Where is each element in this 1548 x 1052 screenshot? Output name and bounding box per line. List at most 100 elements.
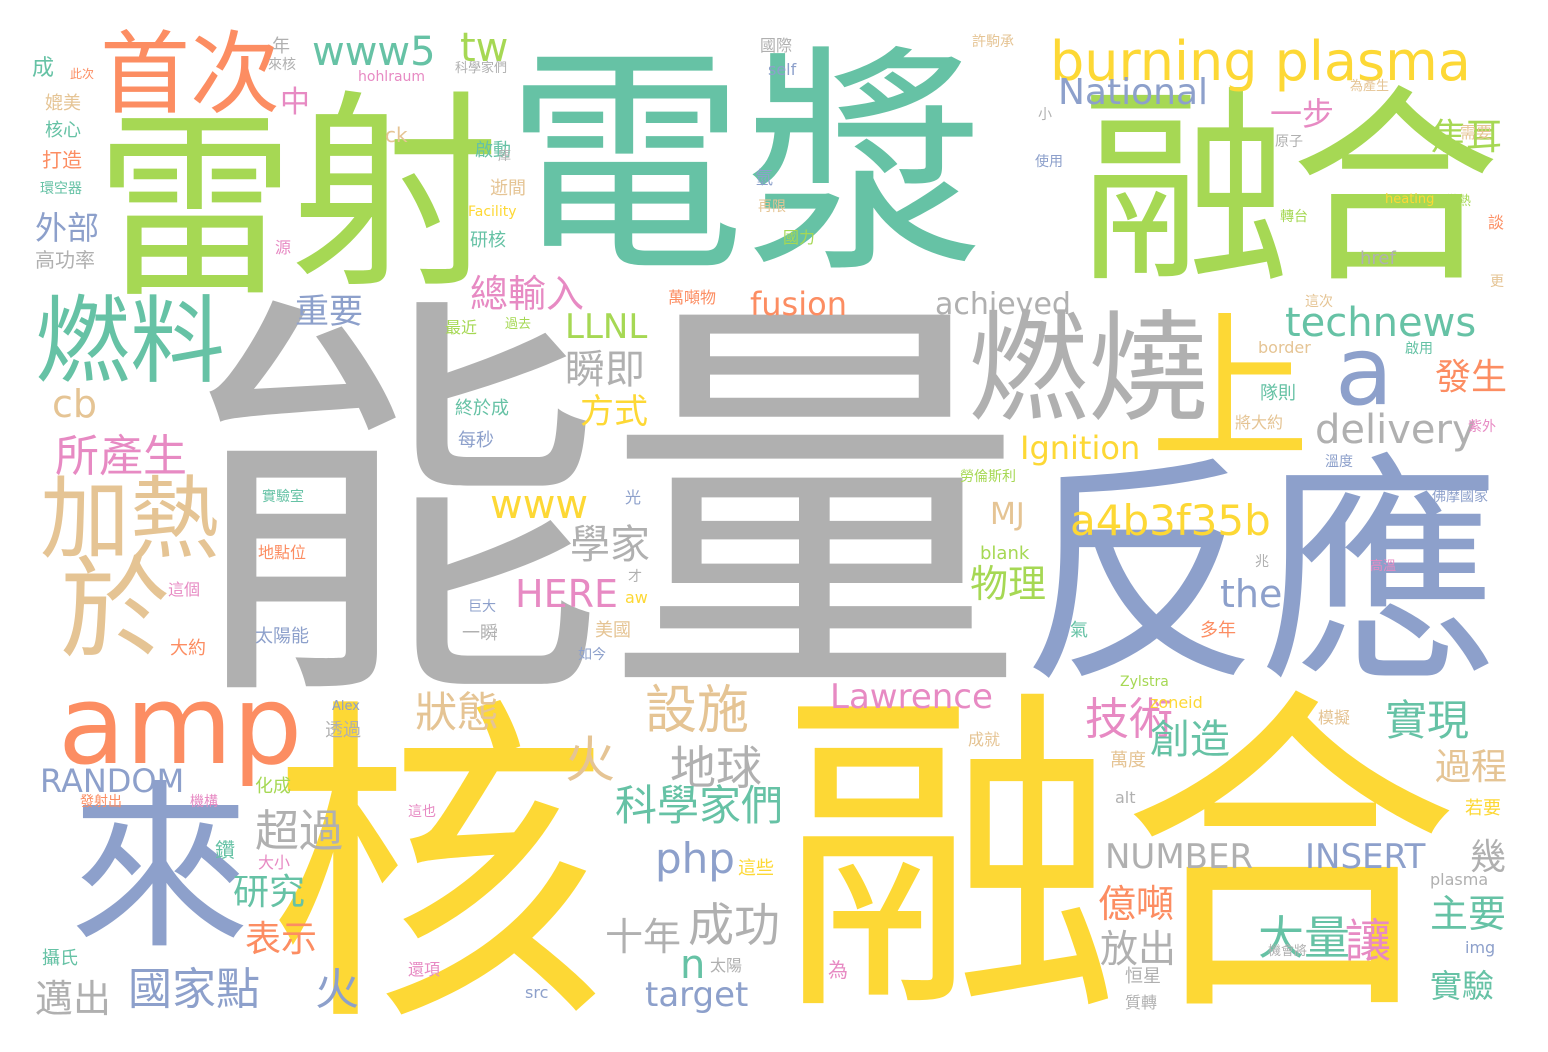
word-jigou: 機構 bbox=[190, 794, 218, 810]
word-kexuejiamen-small: 科學家們 bbox=[455, 61, 508, 76]
word-fanying: 反應 bbox=[1020, 435, 1501, 715]
word-www5: www5 bbox=[312, 29, 436, 75]
word-ronghe-green: 融合 bbox=[1080, 67, 1501, 312]
word-zuan: 鑽 bbox=[215, 838, 235, 862]
word-zaixian: 再限 bbox=[758, 199, 786, 215]
word-suochansheng: 所產生 bbox=[55, 431, 187, 482]
word-shunji: 瞬即 bbox=[565, 347, 645, 393]
word-guoqu: 過去 bbox=[505, 317, 532, 332]
word-shang: 上 bbox=[1150, 296, 1311, 483]
word-target: target bbox=[645, 975, 749, 1015]
word-the: the bbox=[1220, 572, 1283, 616]
word-wuli: 物理 bbox=[970, 562, 1047, 606]
word-meimiao: 每秒 bbox=[458, 430, 494, 451]
word-php: php bbox=[655, 834, 735, 883]
word-lai: 來 bbox=[70, 765, 251, 974]
word-gaowen: 高溫 bbox=[1370, 559, 1397, 574]
word-wandu: 萬度 bbox=[1110, 750, 1146, 771]
word-img: img bbox=[1465, 938, 1496, 957]
word-lawrence: Lawrence bbox=[830, 677, 993, 717]
word-n: n bbox=[680, 942, 706, 988]
word-hexin: 核心 bbox=[45, 120, 81, 141]
word-a4b3f35b: a4b3f35b bbox=[1070, 496, 1271, 545]
word-fangchu: 放出 bbox=[1100, 927, 1177, 971]
word-number: NUMBER bbox=[1105, 837, 1254, 877]
word-yishun: 一瞬 bbox=[462, 623, 498, 644]
word-huacheng: 化成 bbox=[255, 776, 291, 797]
word-ku: 庫 bbox=[498, 149, 512, 164]
word-zoneid: zoneid bbox=[1150, 693, 1203, 712]
word-zhege: 這個 bbox=[168, 580, 201, 599]
word-tan: 談 bbox=[1488, 213, 1505, 232]
word-xiao: 小 bbox=[1038, 107, 1052, 123]
word-diqiu: 地球 bbox=[670, 741, 762, 795]
word-yanjiu: 研究 bbox=[233, 872, 306, 913]
word-achieved: achieved bbox=[935, 287, 1071, 322]
word-jihuijiang: 機會將 bbox=[1268, 944, 1308, 959]
word-yu: 於 bbox=[60, 546, 170, 674]
word-zhong: 中 bbox=[280, 85, 310, 120]
word-qidong: 啟動 bbox=[475, 140, 511, 161]
word-shiyong: 使用 bbox=[1035, 154, 1063, 170]
word-random: RANDOM bbox=[40, 762, 185, 800]
word-huo-tan: 火 bbox=[565, 731, 615, 789]
word-burning-plasma: burning plasma bbox=[1050, 30, 1471, 93]
word-shiyanshi: 實驗室 bbox=[262, 489, 304, 505]
word-gongre: 供熱 bbox=[1445, 194, 1472, 209]
word-dayue: 大約 bbox=[170, 638, 206, 659]
word-pimei: 媲美 bbox=[45, 93, 81, 114]
word-she: 射 bbox=[290, 72, 501, 317]
word-he: 核 bbox=[268, 672, 608, 1052]
word-ji: 幾 bbox=[1470, 837, 1507, 878]
word-wei: 為 bbox=[828, 958, 848, 982]
word-guocheng: 過程 bbox=[1435, 747, 1508, 788]
word-huankongqi: 環空器 bbox=[40, 181, 82, 197]
word-zhuyao: 主要 bbox=[1430, 892, 1507, 936]
word-huanxiang: 還項 bbox=[408, 960, 441, 979]
word-ignition: Ignition bbox=[1020, 429, 1141, 467]
word-src: src bbox=[525, 983, 549, 1002]
word-touguo: 透過 bbox=[325, 720, 361, 741]
word-xuejia: 學家 bbox=[570, 522, 650, 568]
word-shiyan: 實驗 bbox=[1430, 967, 1495, 1005]
word-zhuantai: 轉台 bbox=[1280, 209, 1308, 225]
word-guoji: 國際 bbox=[760, 36, 793, 55]
word-guojiadian: 國家點 bbox=[128, 964, 260, 1015]
word-jiare: 加熱 bbox=[40, 467, 220, 572]
word-geng: 更 bbox=[1490, 274, 1504, 290]
word-alex: Alex bbox=[332, 699, 360, 714]
word-facility: Facility bbox=[468, 204, 517, 220]
word-national: National bbox=[1058, 72, 1209, 113]
word-chaoguo: 超過 bbox=[255, 806, 343, 857]
word-xujucheng: 許駒承 bbox=[972, 34, 1014, 50]
word-alt: alt bbox=[1115, 788, 1136, 807]
word-duize: 隊則 bbox=[1260, 383, 1296, 404]
word-dazao: 打造 bbox=[42, 148, 82, 172]
word-insert: INSERT bbox=[1305, 837, 1426, 877]
word-daxiao: 大小 bbox=[258, 853, 291, 872]
word-waibu: 外部 bbox=[35, 209, 100, 247]
word-heating: heating bbox=[1385, 192, 1435, 207]
word-fomoguojia: 佛摩國家 bbox=[1432, 489, 1488, 505]
word-cici: 此次 bbox=[70, 67, 95, 81]
word-maichu: 邁出 bbox=[35, 977, 112, 1021]
word-taiyangneng: 太陽能 bbox=[255, 626, 309, 647]
word-nian: 年 bbox=[272, 36, 290, 57]
word-ranliao: 燃料 bbox=[35, 287, 226, 397]
word-zhongyucheng: 終於成 bbox=[455, 398, 509, 419]
word-shijian: 逝間 bbox=[490, 178, 526, 199]
word-tw: tw bbox=[460, 25, 509, 71]
word-fashechu: 發射出 bbox=[80, 794, 122, 810]
word-llnl: LLNL bbox=[565, 307, 648, 347]
word-weichansheng: 為產生 bbox=[1350, 79, 1390, 94]
word-delivery: delivery bbox=[1315, 407, 1476, 453]
word-aw: aw bbox=[625, 588, 648, 607]
word-laihe: 來核 bbox=[268, 57, 296, 73]
word-dianjiang: 電漿 bbox=[505, 25, 986, 305]
word-moni: 模擬 bbox=[1318, 708, 1351, 727]
word-xuyao: 需要 bbox=[1460, 123, 1493, 142]
word-laolunsili: 勞倫斯利 bbox=[960, 469, 1016, 485]
word-jiangdayue: 將大約 bbox=[1235, 413, 1284, 432]
word-plasma: plasma bbox=[1430, 870, 1489, 889]
